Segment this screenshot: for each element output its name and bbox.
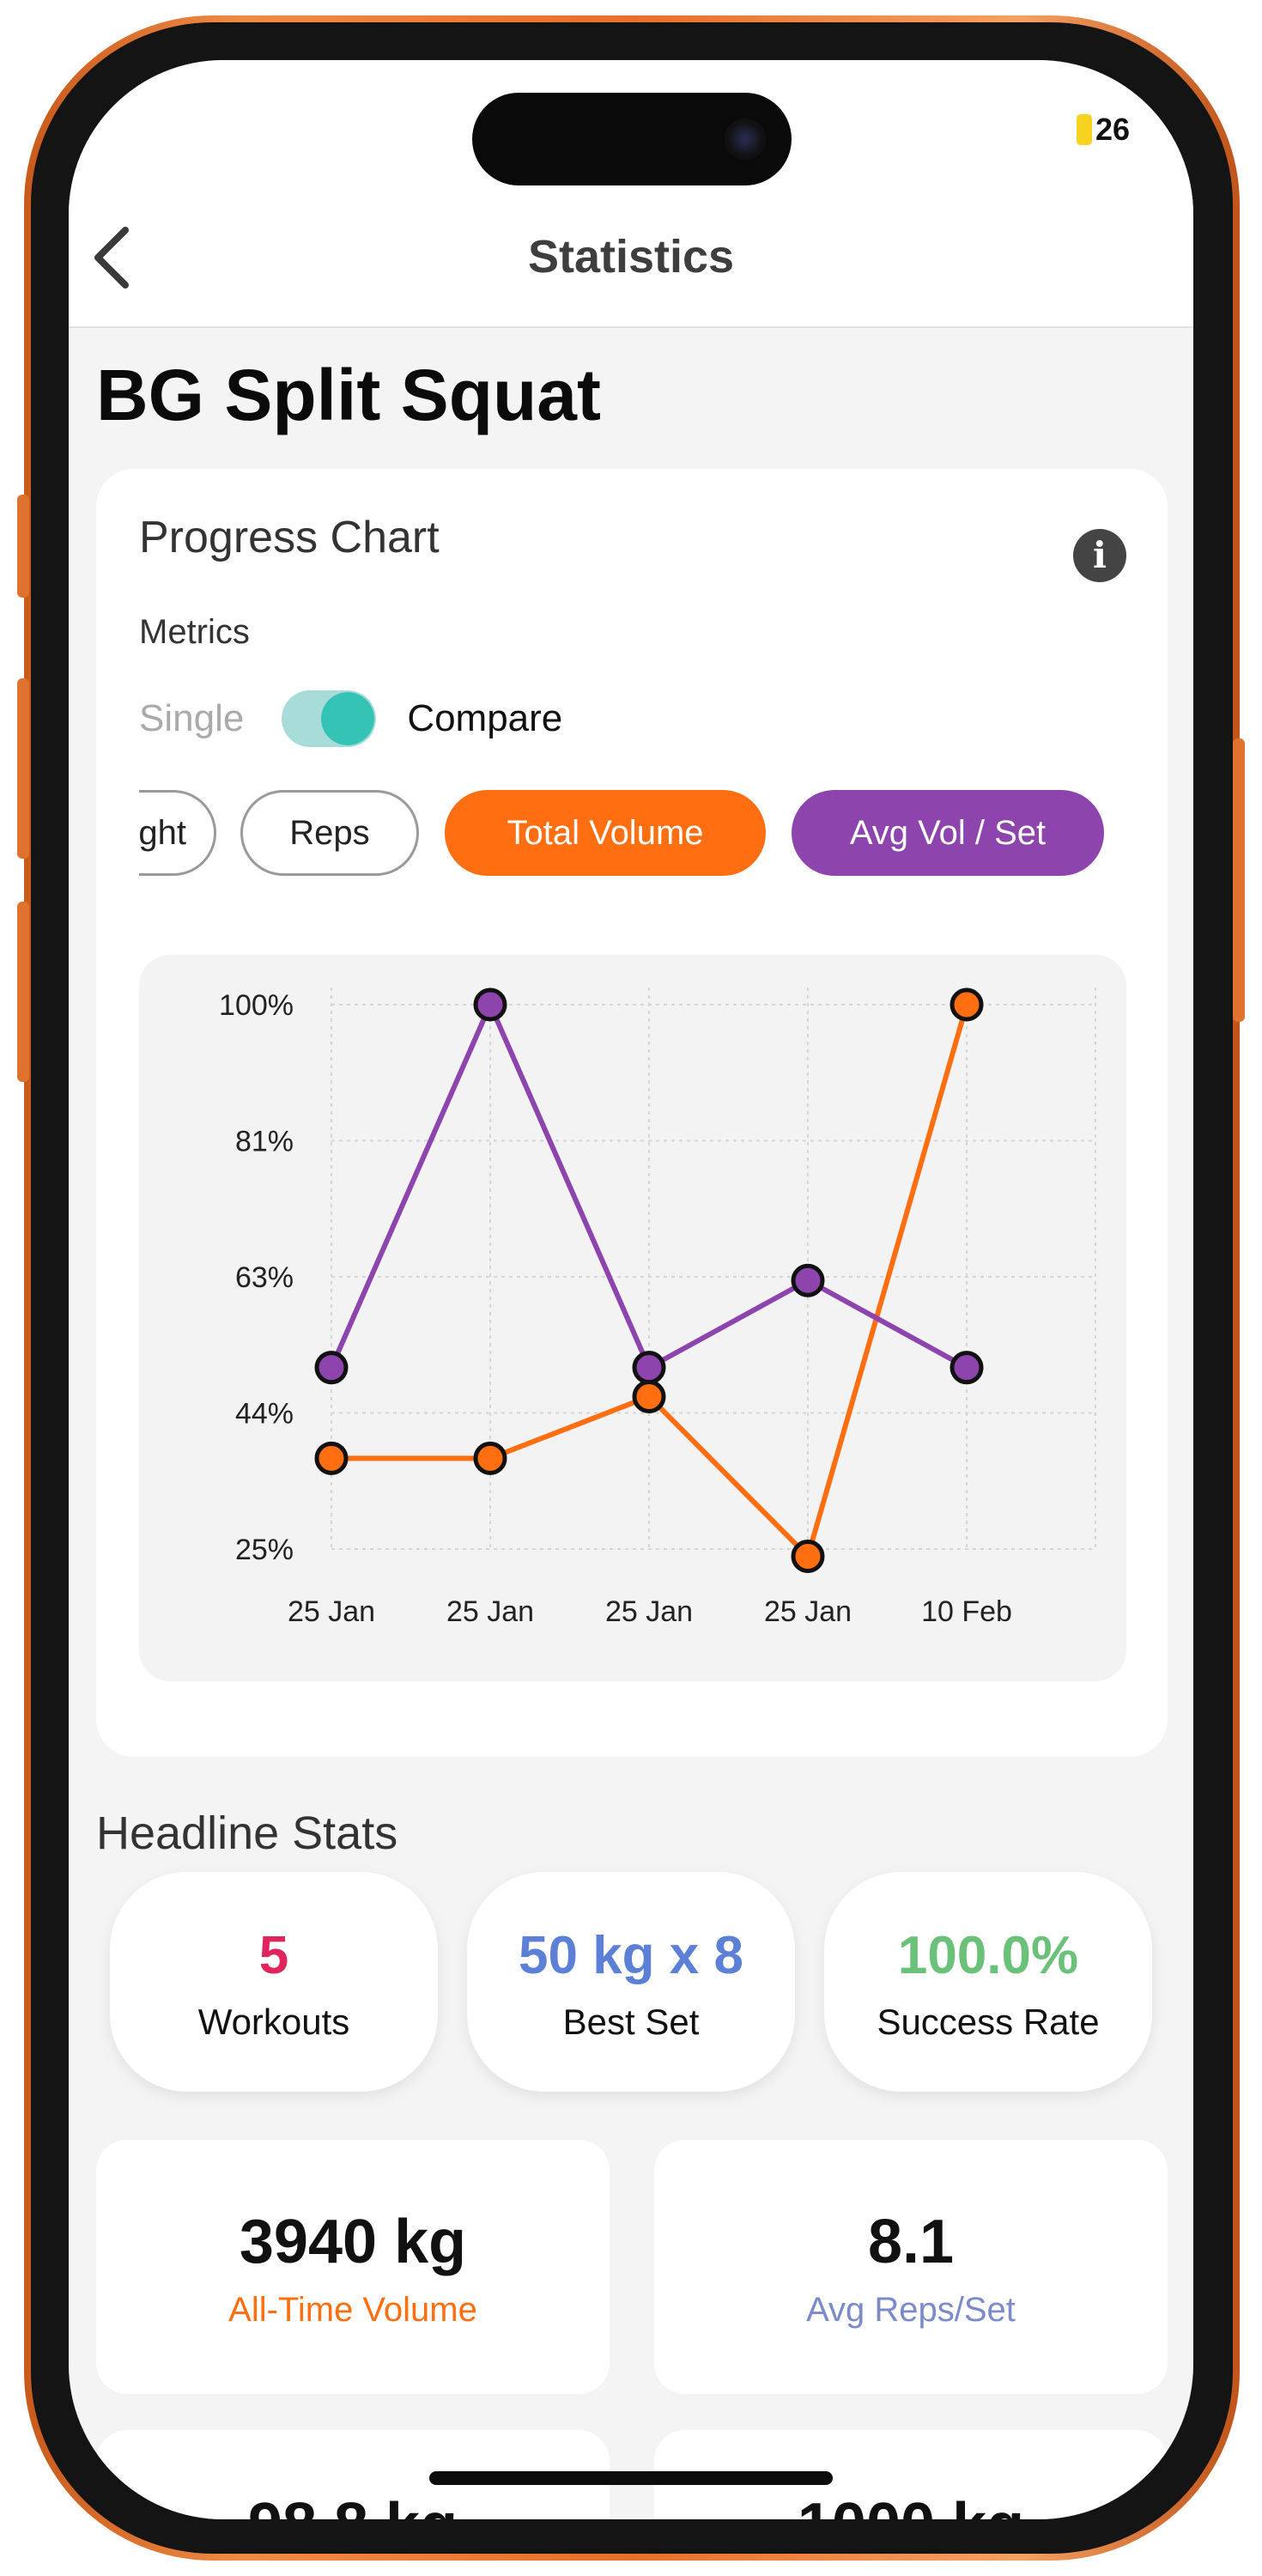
exercise-title: BG Split Squat <box>96 355 601 435</box>
stat-success-rate: 100.0% Success Rate <box>824 1872 1152 2092</box>
data-point-1 <box>473 987 507 1022</box>
stat-value: 8.1 <box>867 2208 955 2276</box>
series-line-0 <box>331 1004 969 1559</box>
camera-icon <box>725 118 766 160</box>
stat-best-set: 50 kg x 8 Best Set <box>467 1872 795 2092</box>
stat-value: 100.0% <box>897 1926 1079 1985</box>
action-button <box>17 495 29 598</box>
volume-up-button <box>17 678 29 859</box>
screen: 26 Statistics BG Split Squat Progress Ch… <box>69 60 1193 2519</box>
dynamic-island <box>472 93 792 185</box>
stat-value: 5 <box>258 1926 289 1985</box>
stat-value: 3940 kg <box>239 2208 467 2276</box>
data-point-0 <box>473 1441 507 1475</box>
stat-all-time-volume: 3940 kg All-Time Volume <box>96 2140 610 2394</box>
toggle-knob <box>321 692 375 745</box>
stat-value: 50 kg x 8 <box>519 1926 743 1985</box>
y-tick-label: 25% <box>235 1534 294 1566</box>
top-bar: 26 Statistics <box>69 60 1193 328</box>
volume-down-button <box>17 902 29 1082</box>
y-tick-label: 63% <box>235 1261 294 1294</box>
mode-toggle-row: Single Compare <box>139 690 562 747</box>
chip-total-volume[interactable]: Total Volume <box>445 790 766 876</box>
progress-chart: 100% 81% 63% 44% 25% 25 Jan 25 Jan 25 Jan 25 Jan… <box>139 955 1126 1681</box>
home-indicator[interactable] <box>429 2471 833 2485</box>
chip-label: Weight <box>139 813 186 852</box>
data-point-1 <box>632 1351 666 1385</box>
battery-level: 26 <box>1095 112 1130 147</box>
compare-toggle[interactable] <box>282 690 377 747</box>
battery-icon <box>1076 114 1092 145</box>
nav-title: Statistics <box>527 231 735 283</box>
stat-label: Avg Reps/Set <box>806 2291 1016 2329</box>
stat-label: Success Rate <box>877 2002 1100 2042</box>
stat-value: 1000 kg <box>654 2490 1168 2519</box>
chip-label: Total Volume <box>507 813 704 852</box>
stat-label: All-Time Volume <box>228 2291 477 2329</box>
power-button <box>1233 738 1245 1022</box>
mode-single-label: Single <box>139 697 245 739</box>
metrics-label: Metrics <box>139 613 250 651</box>
data-point-0 <box>791 1539 825 1573</box>
chip-weight[interactable]: Weight <box>139 790 216 876</box>
x-tick-label: 25 Jan <box>605 1595 693 1628</box>
back-chevron-icon[interactable] <box>88 223 139 292</box>
data-point-1 <box>791 1263 825 1297</box>
battery-indicator: 26 <box>1076 112 1130 148</box>
stat-label: Workouts <box>197 2002 350 2042</box>
chip-avg-vol-set[interactable]: Avg Vol / Set <box>792 790 1104 876</box>
y-tick-label: 44% <box>235 1398 294 1431</box>
progress-chart-card: Progress Chart i Metrics Single Compare … <box>96 469 1168 1757</box>
metric-chips: Weight Reps Total Volume Avg Vol / Set <box>139 790 1125 879</box>
stat-value: 98.8 kg <box>96 2490 610 2519</box>
data-point-0 <box>314 1441 349 1475</box>
chip-label: Avg Vol / Set <box>849 813 1047 852</box>
stat-label: Best Set <box>562 2002 700 2042</box>
data-point-1 <box>314 1351 349 1385</box>
progress-chart-title: Progress Chart <box>139 513 440 562</box>
y-tick-label: 81% <box>235 1126 294 1158</box>
x-tick-label: 25 Jan <box>764 1595 852 1628</box>
x-tick-label: 10 Feb <box>921 1595 1012 1628</box>
stat-workouts: 5 Workouts <box>110 1872 438 2092</box>
headline-stats-title: Headline Stats <box>96 1807 398 1859</box>
info-icon[interactable]: i <box>1073 529 1126 582</box>
stat-avg-reps-set: 8.1 Avg Reps/Set <box>654 2140 1168 2394</box>
data-point-0 <box>632 1379 666 1413</box>
chip-reps[interactable]: Reps <box>240 790 419 876</box>
data-point-1 <box>950 1351 984 1385</box>
progress-chart-svg: 100% 81% 63% 44% 25% 25 Jan 25 Jan 25 Jan 25 Jan… <box>219 987 1096 1628</box>
chip-label: Reps <box>289 813 370 852</box>
data-point-0 <box>950 987 984 1022</box>
mode-compare-label: Compare <box>407 697 563 739</box>
x-tick-label: 25 Jan <box>446 1595 534 1628</box>
y-tick-label: 100% <box>219 989 294 1022</box>
x-tick-label: 25 Jan <box>288 1595 375 1628</box>
